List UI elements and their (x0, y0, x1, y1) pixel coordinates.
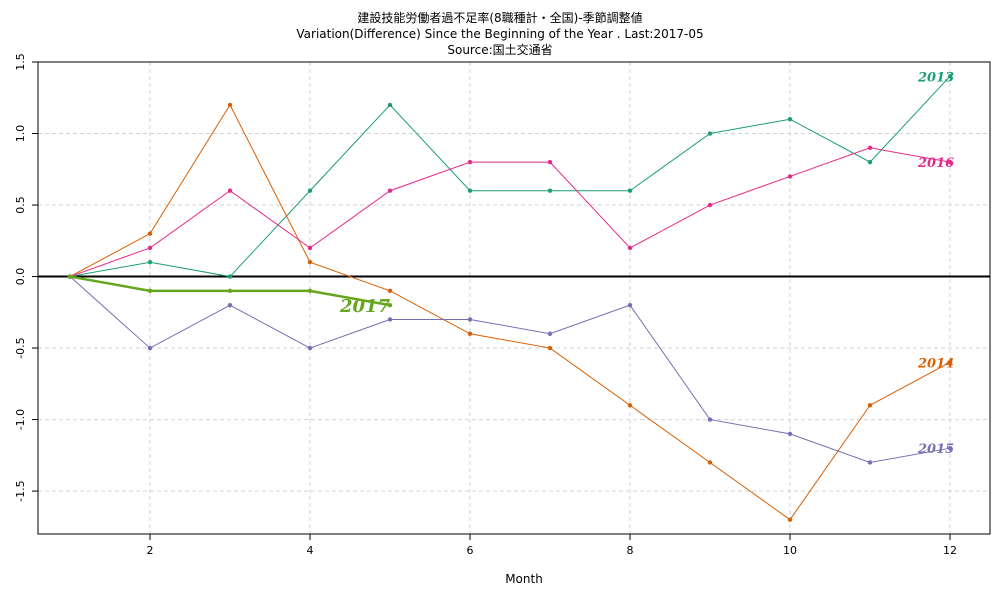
data-point-2015 (627, 302, 633, 308)
series-line-2013 (69, 75, 951, 278)
data-point-2014 (467, 331, 473, 336)
data-point-2014 (627, 403, 633, 408)
data-point-2014 (227, 102, 233, 108)
data-point-2014 (787, 517, 793, 522)
data-point-2017 (227, 288, 233, 294)
data-point-2016 (867, 145, 873, 151)
series-label-2016: 2016 (917, 156, 954, 171)
data-point-2013 (467, 188, 473, 193)
series-line-2016 (69, 147, 951, 278)
data-point-2015 (867, 460, 873, 465)
x-axis-title: Month (505, 572, 543, 586)
data-point-2013 (227, 274, 233, 279)
data-point-2014 (947, 360, 953, 365)
data-point-2015 (387, 317, 393, 322)
y-tick-label: 0.5 (14, 196, 27, 214)
x-tick-label: 4 (307, 544, 314, 557)
data-point-2013 (787, 117, 793, 122)
x-tick-label: 12 (943, 544, 957, 557)
data-point-2013 (547, 188, 553, 193)
data-point-2016 (387, 188, 393, 193)
series-label-2015: 2015 (917, 442, 954, 457)
series-label-2014: 2014 (917, 356, 954, 371)
data-point-2016 (307, 245, 313, 251)
data-point-2016 (707, 202, 713, 208)
data-point-2014 (147, 231, 153, 236)
y-tick-label: 0.0 (14, 268, 27, 286)
data-point-2016 (947, 159, 953, 165)
data-point-2017 (67, 274, 73, 279)
data-point-2014 (307, 260, 313, 265)
y-tick-label: 1.0 (14, 125, 27, 143)
x-tick-label: 6 (467, 544, 474, 557)
data-point-2015 (547, 331, 553, 336)
chart-subtitle: Variation(Difference) Since the Beginnin… (296, 27, 704, 41)
data-point-2016 (627, 245, 633, 251)
data-point-2015 (947, 445, 953, 451)
y-tick-label: 1.5 (14, 53, 27, 71)
data-point-2015 (227, 302, 233, 308)
data-point-2015 (707, 417, 713, 422)
data-point-2013 (387, 102, 393, 108)
chart-source: Source:国土交通省 (447, 43, 553, 57)
data-point-2016 (147, 245, 153, 251)
data-point-2013 (627, 188, 633, 193)
y-tick-label: -0.5 (14, 337, 27, 358)
data-point-2013 (867, 159, 873, 165)
x-tick-label: 10 (783, 544, 797, 557)
data-point-2013 (707, 131, 713, 136)
data-point-2014 (547, 345, 553, 351)
data-point-2015 (147, 345, 153, 351)
data-point-2016 (467, 159, 473, 165)
x-tick-label: 8 (627, 544, 634, 557)
y-tick-label: -1.0 (14, 409, 27, 430)
series-line-2015 (69, 276, 951, 464)
data-point-2016 (227, 188, 233, 193)
data-point-2016 (787, 174, 793, 179)
data-point-2015 (307, 345, 313, 351)
data-point-2014 (707, 460, 713, 465)
series-line-2014 (69, 103, 951, 521)
data-point-2015 (467, 317, 473, 322)
data-point-2013 (947, 74, 953, 79)
series-label-2017: 2017 (339, 296, 391, 317)
x-tick-label: 2 (147, 544, 154, 557)
data-point-2013 (147, 260, 153, 265)
data-point-2017 (387, 302, 393, 308)
chart-title: 建設技能労働者過不足率(8職種計・全国)-季節調整値 (357, 11, 643, 25)
data-point-2014 (387, 288, 393, 294)
data-point-2014 (867, 403, 873, 408)
data-point-2017 (307, 288, 313, 294)
chart-title-block: 建設技能労働者過不足率(8職種計・全国)-季節調整値 Variation(Dif… (0, 10, 1000, 58)
data-point-2013 (307, 188, 313, 193)
plot-frame (37, 61, 991, 535)
data-point-2015 (787, 431, 793, 437)
series-label-2013: 2013 (917, 70, 954, 85)
data-point-2016 (547, 159, 553, 165)
data-point-2017 (147, 288, 153, 294)
y-tick-label: -1.5 (14, 480, 27, 501)
